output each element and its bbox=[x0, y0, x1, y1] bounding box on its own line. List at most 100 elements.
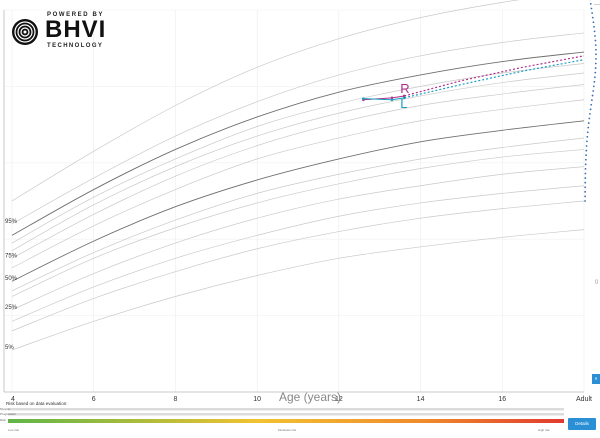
distribution-dot bbox=[585, 154, 587, 157]
distribution-dot bbox=[590, 7, 593, 10]
series-R-projection bbox=[404, 55, 585, 97]
distribution-dot bbox=[584, 200, 586, 202]
distribution-dot bbox=[587, 126, 590, 129]
percentile-curve-15 bbox=[11, 185, 585, 322]
logo-powered-by: POWERED BY bbox=[47, 12, 105, 18]
risk-scale-low: Low risk bbox=[8, 428, 20, 432]
percentile-curve-25 bbox=[11, 166, 585, 311]
distribution-dot bbox=[594, 44, 597, 47]
risk-bar-label-3: Risk bbox=[0, 418, 6, 422]
percentile-curve-75 bbox=[11, 84, 585, 259]
x-tick-labels: 4 6 8 10 12 14 16 Adult bbox=[11, 396, 592, 403]
distribution-dot bbox=[584, 186, 587, 189]
risk-bar-label-1: Myopia bbox=[0, 407, 10, 411]
risk-bars bbox=[8, 408, 564, 423]
distribution-dot bbox=[586, 140, 588, 143]
distribution-dot bbox=[593, 76, 596, 79]
distribution-dot bbox=[593, 25, 595, 28]
distribution-dot bbox=[585, 149, 588, 152]
series-L-label: L bbox=[400, 96, 407, 111]
x-tick-label: 4 bbox=[11, 396, 15, 403]
risk-scale-mid: Moderate risk bbox=[278, 428, 297, 432]
distribution-dot bbox=[594, 35, 596, 37]
distribution-dot bbox=[591, 16, 594, 19]
percentile-curve-90 bbox=[11, 51, 585, 236]
series-R-point[interactable] bbox=[390, 96, 394, 100]
adult-distribution bbox=[584, 0, 597, 202]
percentile-curve-85 bbox=[11, 63, 585, 244]
percentile-curve-98 bbox=[11, 0, 520, 202]
percentile-label-75: 75% bbox=[5, 253, 18, 259]
distribution-dot bbox=[586, 131, 589, 134]
chart-grid bbox=[4, 9, 585, 393]
distribution-dot bbox=[592, 85, 595, 88]
distribution-dot bbox=[590, 103, 593, 106]
right-eye-tab[interactable]: R bbox=[592, 374, 600, 384]
distribution-dot bbox=[591, 12, 594, 14]
distribution-dot bbox=[584, 163, 587, 166]
measurement-series: RL bbox=[362, 55, 585, 111]
percentile-curve-50 bbox=[11, 120, 585, 282]
distribution-dot bbox=[589, 113, 591, 115]
x-tick-label: 14 bbox=[417, 396, 425, 403]
distribution-dot bbox=[589, 108, 592, 111]
percentile-label-5: 5% bbox=[5, 345, 14, 351]
percentile-curves bbox=[11, 0, 585, 351]
edge-mark-top: — bbox=[594, 2, 600, 8]
distribution-dot bbox=[584, 190, 587, 193]
percentile-labels: 95% 75% 50% 25% 5% bbox=[5, 219, 18, 351]
x-tick-label: 12 bbox=[335, 396, 343, 403]
x-axis-label: Age (years) bbox=[279, 390, 341, 404]
x-tick-label: Adult bbox=[576, 396, 592, 403]
risk-label: Risk based on data evaluation: bbox=[6, 401, 68, 406]
bhvi-logo: POWERED BY BHVI TECHNOLOGY bbox=[9, 12, 139, 52]
logo-technology: TECHNOLOGY bbox=[47, 43, 104, 49]
distribution-dot bbox=[584, 195, 586, 198]
distribution-dot bbox=[595, 48, 597, 51]
distribution-dot bbox=[584, 172, 587, 175]
risk-bar-2 bbox=[8, 413, 564, 416]
distribution-dot bbox=[589, 2, 592, 5]
percentile-curve-5 bbox=[11, 229, 585, 351]
distribution-dot bbox=[591, 94, 594, 97]
distribution-dot bbox=[595, 57, 597, 60]
series-L-point[interactable] bbox=[362, 97, 365, 100]
risk-bar-label-2: Progression bbox=[0, 412, 17, 416]
distribution-dot bbox=[587, 122, 590, 124]
distribution-dot bbox=[588, 117, 591, 120]
percentile-label-50: 50% bbox=[5, 276, 18, 282]
x-tick-label: 16 bbox=[498, 396, 506, 403]
risk-gradient-bar bbox=[8, 419, 564, 423]
x-tick-label: 8 bbox=[173, 396, 177, 403]
details-button[interactable]: Details bbox=[568, 418, 596, 430]
distribution-dot bbox=[594, 67, 597, 69]
distribution-dot bbox=[585, 145, 588, 147]
percentile-label-95: 95% bbox=[5, 219, 18, 225]
percentile-curve-80 bbox=[11, 72, 585, 251]
percentile-curve-65 bbox=[11, 99, 585, 269]
series-L-point[interactable] bbox=[390, 98, 394, 102]
distribution-dot bbox=[594, 62, 597, 65]
distribution-dot bbox=[586, 135, 589, 138]
percentile-curve-40 bbox=[11, 137, 585, 292]
distribution-dot bbox=[593, 30, 596, 33]
percentile-label-25: 25% bbox=[5, 305, 18, 311]
edge-mark-mid: 0 bbox=[595, 280, 599, 286]
percentile-curve-35 bbox=[11, 149, 585, 297]
percentile-curve-95 bbox=[11, 32, 585, 225]
distribution-dot bbox=[590, 99, 593, 102]
distribution-dot bbox=[584, 158, 587, 161]
series-L-projection bbox=[404, 59, 585, 99]
distribution-dot bbox=[594, 71, 597, 74]
distribution-dot bbox=[592, 21, 595, 24]
risk-scale-high: High risk bbox=[538, 428, 550, 432]
distribution-dot bbox=[592, 90, 595, 92]
x-tick-label: 6 bbox=[92, 396, 96, 403]
distribution-dot bbox=[584, 177, 587, 179]
distribution-dot bbox=[584, 168, 587, 170]
distribution-dot bbox=[593, 80, 596, 83]
distribution-dot bbox=[584, 181, 587, 184]
chart-axes bbox=[3, 10, 584, 393]
distribution-dot bbox=[594, 39, 597, 42]
